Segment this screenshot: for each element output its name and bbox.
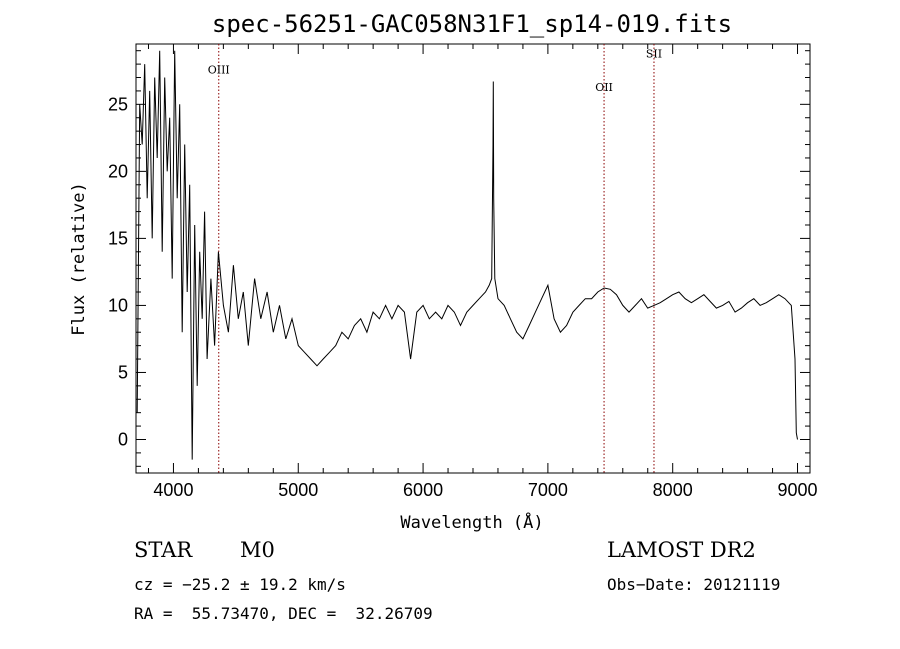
y-tick-label: 0 (118, 429, 128, 449)
survey-name: LAMOST DR2 (607, 538, 756, 562)
observation-date: Obs−Date: 20121119 (607, 575, 781, 594)
x-tick-label: 6000 (403, 480, 443, 500)
object-subclass: M0 (240, 538, 275, 562)
x-axis-label: Wavelength (Å) (400, 511, 543, 533)
y-tick-label: 20 (108, 161, 128, 181)
redshift-info: cz = −25.2 ± 19.2 km/s (134, 575, 346, 594)
y-tick-label: 10 (108, 295, 128, 315)
x-tick-label: 9000 (777, 480, 817, 500)
x-tick-label: 8000 (653, 480, 693, 500)
y-tick-label: 15 (108, 228, 128, 248)
y-axis-ticks: 0 5 10 15 20 25 (108, 50, 810, 467)
x-tick-label: 5000 (278, 480, 318, 500)
y-tick-label: 5 (118, 362, 128, 382)
y-axis-label: Flux (relative) (69, 182, 89, 336)
spectrum-line (136, 50, 798, 460)
emission-line-label: SII (646, 47, 662, 60)
x-axis-ticks: 4000 5000 6000 7000 8000 9000 (147, 44, 818, 500)
emission-line-label: OIII (208, 63, 230, 76)
emission-line-markers: OIII OII SII (208, 44, 662, 473)
chart-title: spec-56251-GAC058N31F1_sp14-019.fits (212, 10, 732, 38)
x-tick-label: 7000 (528, 480, 568, 500)
coordinates-info: RA = 55.73470, DEC = 32.26709 (134, 604, 433, 623)
y-tick-label: 25 (108, 94, 128, 114)
x-tick-label: 4000 (153, 480, 193, 500)
emission-line-label: OII (595, 81, 613, 94)
object-class: STAR (134, 538, 193, 562)
plot-frame (135, 43, 811, 474)
